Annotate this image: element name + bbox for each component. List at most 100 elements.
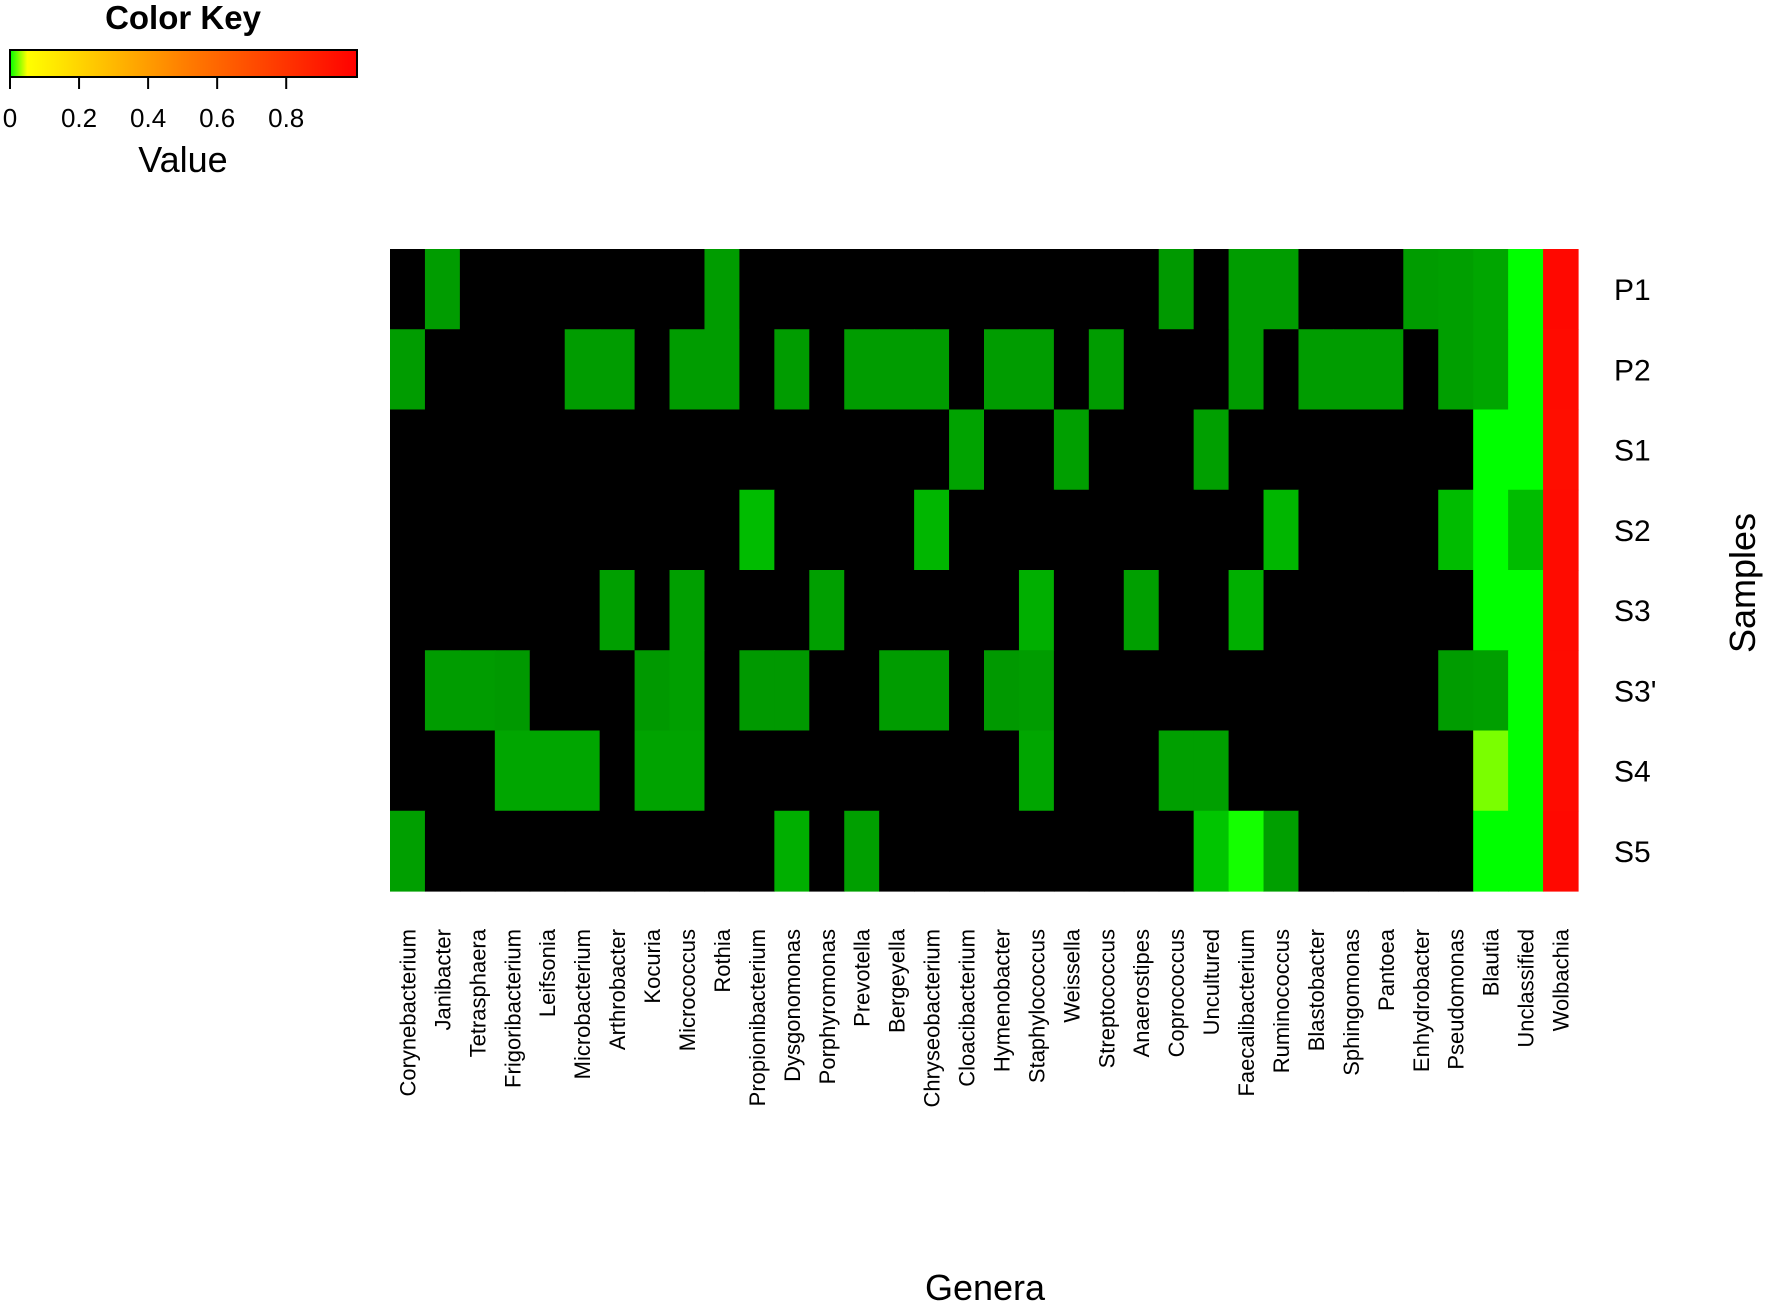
heatmap-cell [424,650,461,732]
column-label: Pantoea [1374,928,1399,1011]
heatmap-cell [564,810,601,892]
row-label: P1 [1614,274,1651,307]
heatmap-cell [1333,409,1369,491]
heatmap-cell [1473,329,1509,411]
heatmap-cell [1508,730,1544,812]
heatmap-cell [914,810,950,892]
heatmap-cell [564,329,601,411]
heatmap-cell [1368,329,1404,411]
heatmap-cell [914,489,950,571]
heatmap-cell [1403,409,1439,491]
heatmap-cell [669,489,706,571]
heatmap-cell [634,650,671,732]
heatmap-cell [1053,489,1090,571]
heatmap-cell [1088,730,1125,812]
heatmap-cell [1438,249,1474,330]
column-label: Corynebacterium [395,929,420,1097]
column-label: Prevotella [850,928,875,1027]
heatmap-cell [809,329,845,411]
heatmap-cell [1263,730,1300,812]
column-label: Streptococcus [1094,929,1119,1068]
heatmap-cell [844,489,880,571]
color-key-tick-label: 0.6 [199,103,235,133]
heatmap-cell [669,409,706,491]
heatmap-cell [564,650,601,732]
heatmap-cell [390,329,426,411]
heatmap-cell [1158,489,1195,571]
heatmap-cell [739,650,775,732]
heatmap-cell [739,409,775,491]
column-label: Frigoribacterium [500,929,525,1088]
column-label: Coprococcus [1164,929,1189,1057]
heatmap-cell [494,489,531,571]
heatmap-cell [494,650,531,732]
heatmap-cell [529,489,566,571]
heatmap-cell [1088,249,1125,330]
column-label: Weissella [1059,928,1084,1023]
heatmap-cell [1298,249,1335,330]
heatmap-cell [1088,650,1125,732]
column-label: Bergeyella [885,928,910,1033]
heatmap-cell [424,489,461,571]
heatmap-cell [844,810,880,892]
heatmap-cell [704,810,741,892]
heatmap-cell [1053,650,1090,732]
heatmap-cell [1438,489,1474,571]
heatmap-cell [390,489,426,571]
heatmap-cell [1018,329,1055,411]
color-key-tick-label: 0 [3,103,17,133]
heatmap-cell [1123,489,1160,571]
heatmap-cell [1368,730,1404,812]
heatmap-cell [494,409,531,491]
heatmap-cell [1018,489,1055,571]
heatmap-cell [494,329,531,411]
heatmap-cell [1123,249,1160,330]
heatmap-cell [879,570,915,651]
heatmap-cell [1403,570,1439,651]
heatmap-cell [669,650,706,732]
heatmap-cell [704,329,741,411]
heatmap-cell [1158,409,1195,491]
heatmap-cell [809,570,845,651]
column-labels: Corynebacterium Janibacter Tetrasphaera Fri… [395,928,1573,1107]
heatmap-cell [424,810,461,892]
color-key-tick-label: 0.8 [268,103,304,133]
heatmap-cell [1508,810,1544,892]
heatmap-cell [1088,570,1125,651]
heatmap-cell [1298,570,1335,651]
column-label: Propionibacterium [745,929,770,1106]
heatmap-cell [1228,249,1265,330]
heatmap-cell [879,489,915,571]
heatmap-cell [459,730,496,812]
heatmap-cell [1508,329,1544,411]
column-label: Kocuria [640,928,665,1003]
heatmap-cell [949,409,985,491]
heatmap-cell [599,650,636,732]
heatmap-cell [459,489,496,571]
heatmap-cell [494,730,531,812]
heatmap-cell [1263,650,1300,732]
heatmap-cell [1018,650,1055,732]
heatmap-cell [564,249,601,330]
heatmap-cell [1543,810,1579,892]
heatmap-cell [459,409,496,491]
heatmap-cell [1543,409,1579,491]
heatmap-cell [704,489,741,571]
row-label: S3 [1614,595,1651,628]
heatmap-cell [494,810,531,892]
heatmap-cell [669,730,706,812]
heatmap-cell [1508,409,1544,491]
heatmap-cell [424,730,461,812]
heatmap-cell [1193,730,1230,812]
heatmap-cell [704,650,741,732]
heatmap-cell [1508,570,1544,651]
column-label: Chryseobacterium [920,929,945,1108]
heatmap-cell [1158,249,1195,330]
heatmap-cell [914,249,950,330]
heatmap-cell [1158,329,1195,411]
heatmap-cell [494,249,531,330]
heatmap-cell [1438,570,1474,651]
column-label: Blastobacter [1304,929,1329,1051]
column-label: Leifsonia [535,928,560,1017]
